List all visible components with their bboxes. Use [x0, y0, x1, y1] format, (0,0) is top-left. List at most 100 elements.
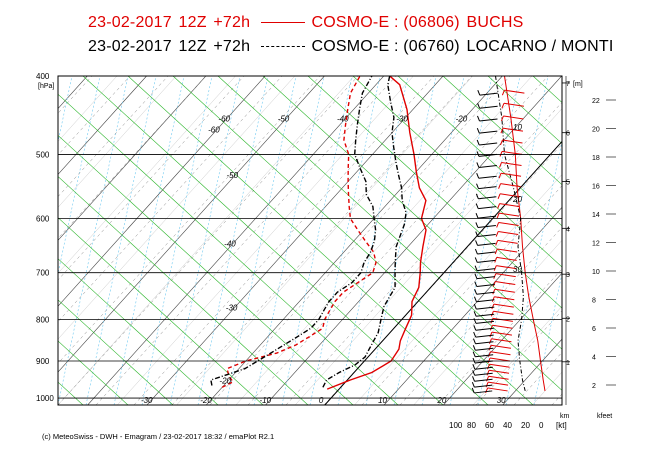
- mixing-ratio-line: [58, 76, 73, 144]
- dry-adiabat-line: [623, 76, 650, 405]
- wind-barb-black-flag: [472, 376, 475, 382]
- wind-barb-red: [501, 162, 522, 166]
- temperature-tick-label: 0: [319, 396, 324, 405]
- wind-tick-label: 0: [539, 421, 544, 430]
- mixing-ratio-line: [533, 271, 562, 405]
- kfeet-tick-label: 20: [592, 127, 600, 134]
- wind-barb-black: [479, 142, 498, 146]
- wind-barb-black-flag: [474, 265, 478, 271]
- kfeet-tick-label: 8: [592, 298, 596, 305]
- title-buchs-lead: +72h: [213, 14, 251, 31]
- moist-adiabat-line: [58, 76, 283, 323]
- wind-barb-black: [479, 118, 498, 122]
- mixing-ratio-label: 10: [513, 123, 522, 132]
- wind-barb-red: [494, 296, 515, 301]
- isotherm-line: [58, 76, 295, 340]
- km-axis-label: km: [560, 413, 570, 420]
- wind-barb-red: [493, 303, 514, 308]
- wind-barb-black-flag: [477, 89, 481, 96]
- wind-barb-black-flag: [472, 357, 476, 364]
- profile-line: [322, 76, 407, 388]
- title-buchs-date: 23-02-2017: [88, 14, 172, 31]
- wind-barb-red: [498, 221, 519, 226]
- dry-adiabat-line: [58, 176, 309, 405]
- kfeet-tick-label: 16: [592, 184, 600, 191]
- wind-barb-black-flag: [473, 303, 477, 310]
- isotherm-line: [502, 338, 562, 405]
- wind-barb-red: [496, 265, 517, 270]
- isotherm-line: [354, 174, 562, 405]
- title-locarno-station: LOCARNO / MONTI: [466, 38, 614, 55]
- wind-barb-black: [475, 327, 494, 331]
- wind-barb-black-flag: [475, 212, 479, 219]
- wind-barb-red-flag: [493, 265, 497, 271]
- wind-barb-red: [488, 375, 509, 380]
- wind-barb-black-flag: [474, 289, 478, 295]
- wind-barb-red-flag: [498, 183, 502, 189]
- kfeet-tick-label: 22: [592, 98, 600, 105]
- dry-adiabat-line: [82, 76, 444, 405]
- title-locarno-date: 23-02-2017: [88, 38, 172, 55]
- wind-barb-black: [477, 242, 496, 246]
- wind-barb-black-flag: [473, 296, 477, 302]
- km-tick-label: 6: [566, 131, 570, 138]
- wind-barb-black: [477, 251, 496, 255]
- wind-barb-red-flag: [498, 173, 502, 179]
- isotherm-label: -40: [337, 114, 349, 123]
- wind-barb-red-flag: [500, 139, 503, 146]
- wind-barb-black: [477, 224, 496, 228]
- wind-barb-black: [474, 372, 493, 376]
- kfeet-tick-label: 10: [592, 269, 600, 276]
- wind-tick-label: 80: [467, 421, 476, 430]
- wind-barb-black: [475, 347, 494, 351]
- title-buchs-run: 12Z: [178, 14, 207, 31]
- title-locarno-model: COSMO-E : (06760): [311, 38, 460, 55]
- wind-barb-black: [477, 215, 497, 219]
- wind-barb-red-flag: [488, 345, 492, 351]
- wind-barb-red-flag: [495, 240, 499, 246]
- wind-barb-black-flag: [474, 257, 478, 263]
- wind-barb-black-flag: [472, 351, 476, 357]
- wind-barb-red: [491, 331, 512, 336]
- wind-barb-red-flag: [486, 376, 490, 382]
- wind-barb-red-flag: [486, 370, 490, 376]
- wind-barb-black-flag: [474, 248, 478, 255]
- profile-line: [326, 76, 427, 390]
- km-tick-label: 1: [566, 360, 570, 367]
- wind-barb-red: [488, 381, 509, 386]
- wind-barb-black-flag: [474, 281, 478, 287]
- isotherm-label: -50: [226, 171, 238, 180]
- isotherm-label: -50: [278, 114, 290, 123]
- isotherm-label: -20: [456, 114, 468, 123]
- wind-barb-black: [477, 234, 496, 238]
- isotherm-line: [176, 76, 473, 405]
- wind-barb-black: [479, 92, 498, 96]
- isotherm-line: [206, 76, 503, 405]
- wind-barb-red: [500, 193, 521, 198]
- km-tick-label: 4: [566, 226, 570, 233]
- moist-adiabat-line: [285, 101, 562, 405]
- pressure-tick-label: 500: [36, 150, 50, 159]
- mixing-ratio-line: [646, 76, 650, 405]
- wind-barb-black: [478, 196, 497, 200]
- dry-adiabat-line: [0, 76, 38, 405]
- dry-adiabat-line: [352, 76, 562, 268]
- wind-barb-black: [476, 299, 495, 303]
- wind-barb-red-flag: [500, 115, 504, 122]
- mixing-ratio-label: 20: [512, 195, 522, 204]
- wind-tick-label: 40: [503, 421, 512, 430]
- wind-barb-red: [488, 369, 510, 374]
- wind-barb-red: [503, 115, 524, 120]
- isotherm-line: [58, 76, 325, 373]
- profile-line: [210, 76, 377, 386]
- wind-barb-red-flag: [495, 231, 499, 237]
- wind-barb-red: [489, 363, 510, 368]
- wind-barb-red: [497, 248, 518, 253]
- wind-barb-red: [489, 357, 511, 362]
- pressure-tick-label: 900: [36, 357, 50, 366]
- isotherm-line: [58, 76, 147, 175]
- isotherm-line: [592, 76, 650, 405]
- mixing-ratio-line: [58, 76, 101, 275]
- km-tick-label: 7: [566, 81, 570, 88]
